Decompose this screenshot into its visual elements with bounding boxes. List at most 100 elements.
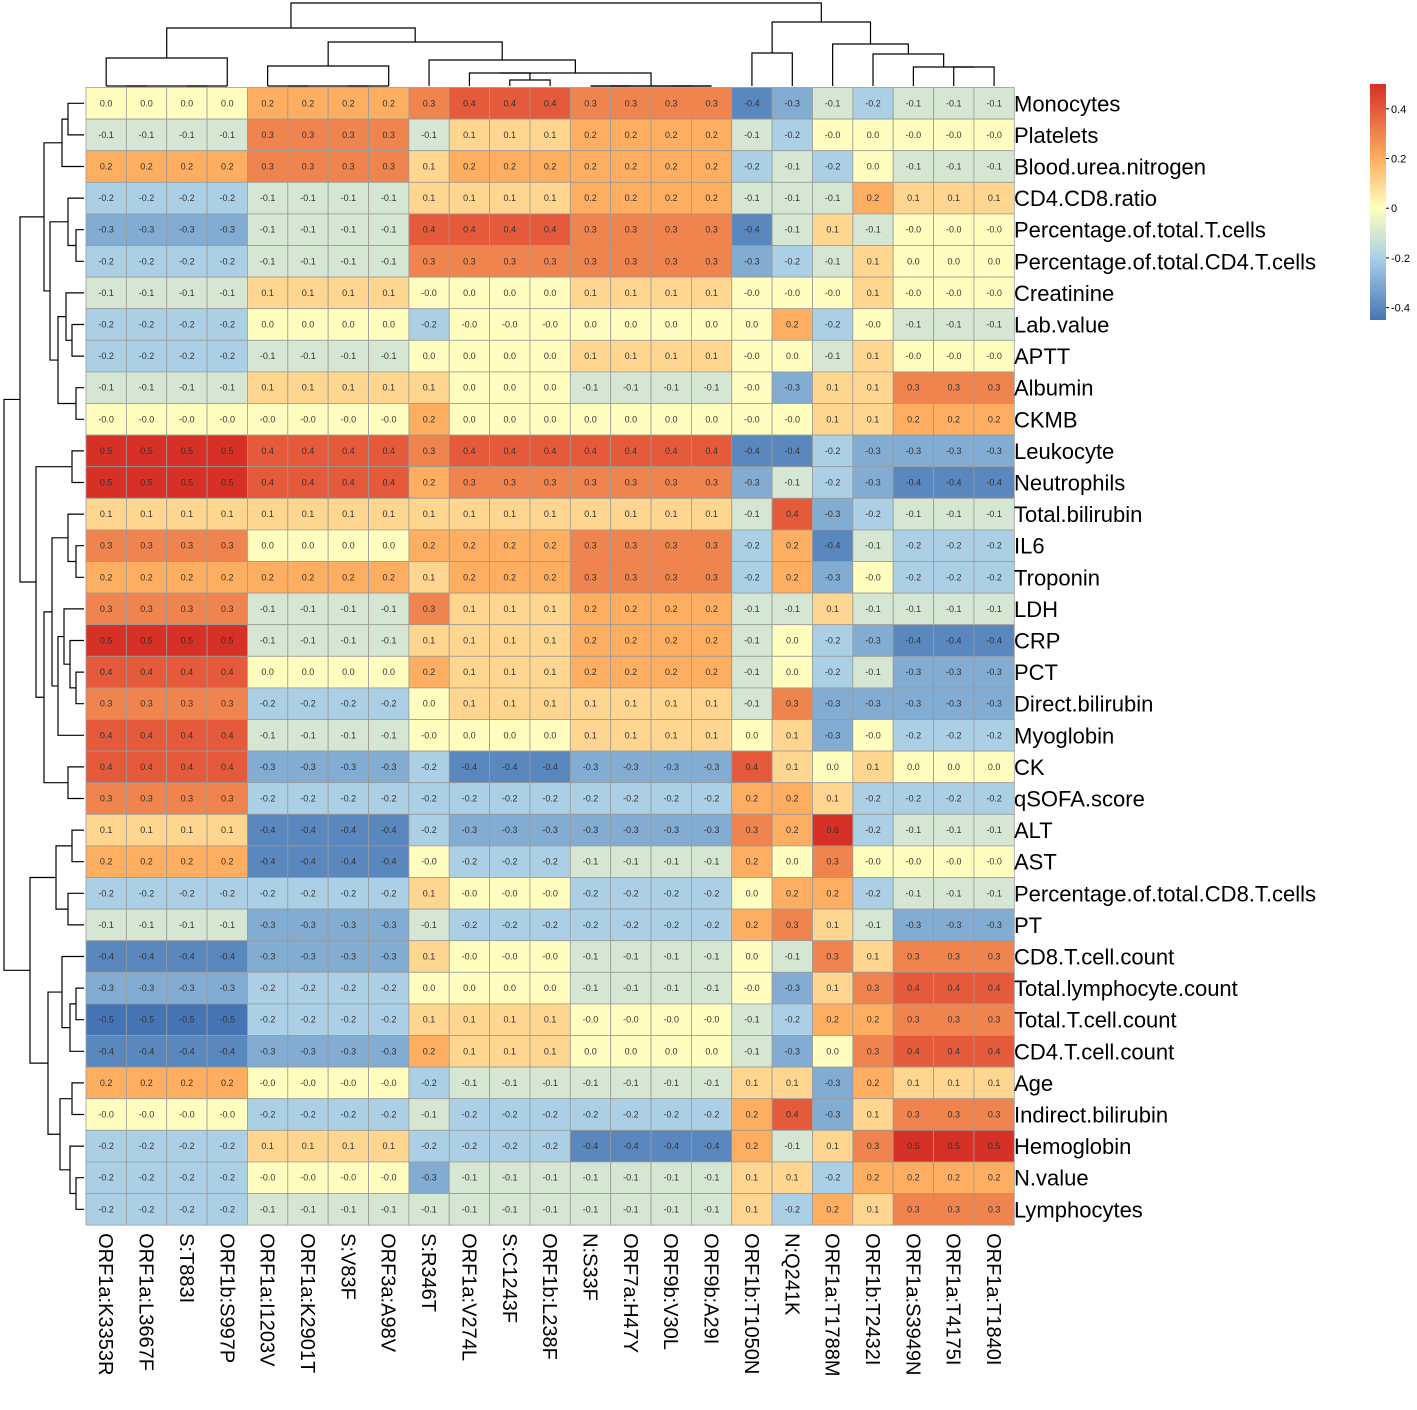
- cell-alt-orf1a-t1788m: [812, 813, 854, 847]
- cell-value-label: 0.3: [302, 130, 315, 140]
- cell-lymphocytes-orf3a-a98v: [368, 1193, 410, 1226]
- cell-value-label: 0.3: [261, 162, 274, 172]
- cell-platelets-orf1b-s997p: [206, 118, 248, 152]
- cell-value-label: 0.4: [100, 762, 113, 772]
- cell-cd4-t-cell-count-s-v83f: [327, 1035, 369, 1068]
- cell-pt-s-c1243f: [489, 908, 531, 942]
- cell-value-label: 0.4: [544, 225, 557, 235]
- cell-value-label: 0.1: [826, 383, 839, 393]
- cell-value-label: -0.3: [986, 446, 1002, 456]
- cell-value-label: -0.2: [139, 1173, 155, 1183]
- cell-value-label: 0.1: [423, 193, 436, 203]
- cell-value-label: 0.3: [665, 98, 678, 108]
- cell-value-label: 0.3: [221, 541, 234, 551]
- cell-value-label: 0.1: [584, 509, 597, 519]
- cell-pt-orf1a-i1203v: [247, 908, 289, 942]
- cell-value-label: 0.1: [302, 383, 315, 393]
- cell-value-label: -0.2: [300, 699, 316, 709]
- cell-value-label: 0.2: [302, 572, 315, 582]
- cell-value-label: 0.2: [100, 162, 113, 172]
- cell-value-label: -0.2: [220, 256, 236, 266]
- cell-value-label: 0.4: [504, 446, 517, 456]
- cell-direct-bilirubin-s-v83f: [327, 687, 369, 720]
- cell-lymphocytes-orf9b-a29i: [691, 1193, 733, 1226]
- cell-value-label: 0.2: [504, 572, 517, 582]
- cell-value-label: 0.0: [907, 762, 920, 772]
- cell-value-label: 0.2: [382, 572, 395, 582]
- cell-value-label: -0.1: [744, 509, 760, 519]
- cell-value-label: 0.0: [261, 320, 274, 330]
- cell-value-label: -0.2: [583, 1110, 599, 1120]
- cell-crp-orf1a-i1203v: [247, 624, 289, 657]
- cell-age-s-c1243f: [489, 1066, 531, 1100]
- cell-value-label: -0.4: [623, 1141, 639, 1151]
- cell-crp-orf1b-s997p: [206, 624, 248, 657]
- cell-value-label: -0.1: [946, 98, 962, 108]
- cell-pt-orf7a-h47y: [610, 908, 652, 942]
- dendrogram-branch: [290, 2, 822, 28]
- cell-value-label: 0.2: [140, 162, 153, 172]
- row-label-cd4-t-cell-count: CD4.T.cell.count: [1014, 1039, 1174, 1064]
- cell-value-label: 0.2: [221, 572, 234, 582]
- cell-value-label: 0.0: [463, 730, 476, 740]
- cell-value-label: -0.1: [300, 351, 316, 361]
- cell-cd8-t-cell-count-orf1b-t1050n: [731, 940, 773, 973]
- cell-value-label: -0.0: [986, 288, 1002, 298]
- cell-percentage-of-total-cd4-t-cells-orf1a-t1788m: [812, 245, 854, 278]
- cell-value-label: 0.3: [947, 1015, 960, 1025]
- cell-value-label: -0.1: [906, 162, 922, 172]
- cell-value-label: 0.1: [423, 162, 436, 172]
- cell-value-label: -0.4: [220, 1046, 236, 1056]
- cell-value-label: 0.1: [705, 699, 718, 709]
- cell-value-label: 0.1: [382, 288, 395, 298]
- cell-value-label: -0.1: [704, 857, 720, 867]
- cell-crp-s-t883i: [166, 624, 208, 657]
- cell-value-label: -0.2: [381, 983, 397, 993]
- cell-hemoglobin-orf7a-h47y: [610, 1129, 652, 1163]
- cell-direct-bilirubin-orf9b-a29i: [691, 687, 733, 720]
- cell-value-label: -0.1: [260, 730, 276, 740]
- cell-value-label: 0.2: [786, 572, 799, 582]
- cell-value-label: -0.0: [462, 952, 478, 962]
- cell-cd4-cd8-ratio-orf1a-t1840i: [973, 181, 1015, 215]
- cell-platelets-s-v83f: [327, 118, 369, 152]
- cell-troponin-orf1a-l3667f: [125, 561, 168, 594]
- cell-value-label: 0.3: [584, 572, 597, 582]
- cell-alt-orf1b-l238f: [529, 813, 571, 847]
- cell-value-label: 0.1: [181, 509, 194, 519]
- cell-neutrophils-orf1a-t1840i: [973, 466, 1015, 499]
- cell-blood-urea-nitrogen-orf1b-l238f: [529, 150, 571, 183]
- cell-creatinine-orf9b-a29i: [691, 276, 733, 310]
- cell-value-label: 0.3: [342, 130, 355, 140]
- cell-value-label: -0.3: [381, 952, 397, 962]
- cell-value-label: 0.1: [100, 825, 113, 835]
- cell-cd8-t-cell-count-s-c1243f: [489, 940, 531, 973]
- cell-value-label: 0.1: [705, 509, 718, 519]
- cell-value-label: -0.1: [341, 351, 357, 361]
- cell-ast-orf1b-s997p: [206, 845, 248, 878]
- cell-value-label: 0.0: [544, 383, 557, 393]
- row-label-percentage-of-total-t-cells: Percentage.of.total.T.cells: [1014, 218, 1266, 243]
- cell-direct-bilirubin-orf7a-h47y: [610, 687, 652, 720]
- cell-value-label: -0.1: [381, 351, 397, 361]
- cell-creatinine-orf1a-k2901t: [287, 276, 329, 310]
- cell-hemoglobin-orf1a-t4175i: [933, 1129, 975, 1163]
- cell-qsofa-score-orf1b-s997p: [206, 782, 248, 815]
- cell-value-label: -0.1: [179, 288, 195, 298]
- cell-value-label: 0.2: [947, 1173, 960, 1183]
- color-legend: 0.4 0.2 0 -0.2 -0.4: [1370, 84, 1410, 320]
- cell-total-t-cell-count-s-v83f: [327, 1003, 369, 1036]
- cell-value-label: -0.2: [179, 1204, 195, 1214]
- cell-value-label: 0.0: [140, 98, 153, 108]
- cell-value-label: -0.2: [98, 320, 114, 330]
- cell-value-label: 0.1: [584, 288, 597, 298]
- cell-n-value-orf9b-v30l: [650, 1161, 692, 1194]
- cell-ldh-s-t883i: [166, 592, 208, 626]
- cell-platelets-orf1b-t1050n: [731, 118, 773, 152]
- cell-value-label: -0.3: [220, 983, 236, 993]
- cell-value-label: -0.2: [946, 794, 962, 804]
- cell-value-label: 0.1: [947, 193, 960, 203]
- cell-alt-orf1a-t4175i: [933, 813, 975, 847]
- cell-value-label: -0.3: [986, 667, 1002, 677]
- cell-value-label: -0.1: [623, 1173, 639, 1183]
